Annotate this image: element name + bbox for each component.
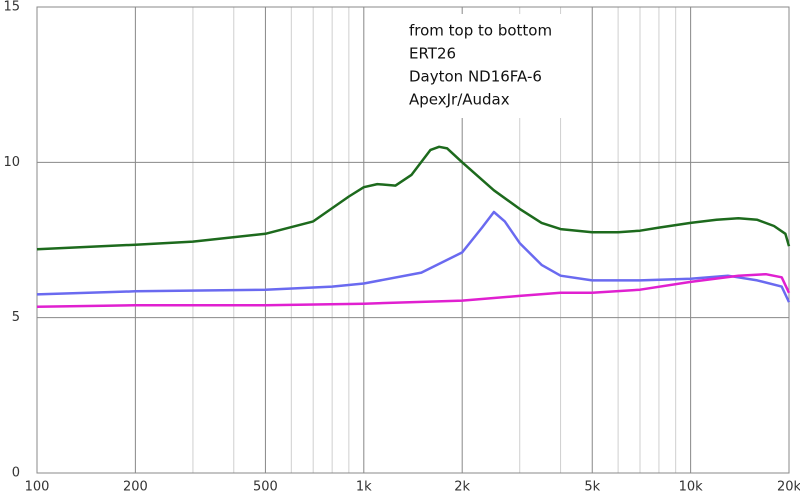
legend-entry: ERT26 [409, 45, 456, 63]
annotation-box [398, 14, 580, 118]
x-tick-label: 5k [584, 480, 600, 494]
legend-entry: Dayton ND16FA-6 [409, 68, 542, 86]
x-tick-label: 500 [253, 480, 278, 494]
x-tick-label: 20k [777, 480, 800, 494]
x-tick-label: 100 [25, 480, 50, 494]
line [36, 210, 791, 303]
legend-entry: ApexJr/Audax [409, 91, 510, 109]
y-tick-label: 0 [12, 466, 20, 481]
x-tick-label: 10k [679, 480, 704, 494]
line [36, 145, 791, 251]
annotation: from top to bottom [409, 22, 552, 40]
x-tick-label: 1k [356, 480, 372, 494]
line [36, 272, 791, 309]
x-tick-label: 200 [123, 480, 148, 494]
y-tick-label: 15 [3, 0, 20, 15]
y-tick-label: 5 [12, 310, 20, 325]
x-tick-label: 2k [454, 480, 470, 494]
y-tick-label: 10 [3, 155, 20, 170]
